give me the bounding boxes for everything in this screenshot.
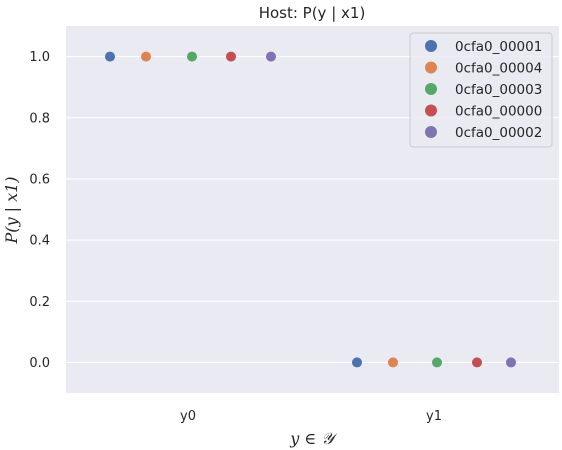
x-tick-label: y1 bbox=[426, 409, 442, 424]
data-point bbox=[141, 52, 151, 62]
y-tick-labels: 0.0 0.2 0.4 0.6 0.8 1.0 bbox=[29, 50, 50, 371]
legend-label: 0cfa0_00002 bbox=[455, 125, 542, 141]
y-axis-label: P(y | x1) bbox=[2, 176, 21, 244]
legend-marker bbox=[425, 40, 437, 52]
data-point bbox=[388, 357, 398, 367]
legend-marker bbox=[425, 62, 437, 74]
data-point bbox=[187, 52, 197, 62]
y-tick-label: 0.4 bbox=[29, 234, 50, 249]
data-point bbox=[432, 357, 442, 367]
x-tick-labels: y0 y1 bbox=[180, 409, 442, 424]
legend-marker bbox=[425, 83, 437, 95]
legend-marker bbox=[425, 126, 437, 138]
data-point bbox=[506, 357, 516, 367]
legend: 0cfa0_00001 0cfa0_00004 0cfa0_00003 0cfa0_0… bbox=[410, 33, 552, 147]
data-point bbox=[105, 52, 115, 62]
legend-label: 0cfa0_00004 bbox=[455, 61, 542, 77]
legend-marker bbox=[425, 105, 437, 117]
legend-label: 0cfa0_00001 bbox=[455, 39, 542, 55]
legend-label: 0cfa0_00000 bbox=[455, 104, 542, 120]
data-point bbox=[266, 52, 276, 62]
y-tick-label: 0.8 bbox=[29, 111, 50, 126]
chart-title: Host: P(y | x1) bbox=[259, 4, 366, 22]
data-point bbox=[352, 357, 362, 367]
y-tick-label: 0.2 bbox=[29, 295, 50, 310]
y-tick-label: 1.0 bbox=[29, 50, 50, 65]
data-point bbox=[226, 52, 236, 62]
y-tick-label: 0.6 bbox=[29, 172, 50, 187]
legend-label: 0cfa0_00003 bbox=[455, 82, 542, 98]
x-tick-label: y0 bbox=[180, 409, 196, 424]
x-axis-label: y ∈ 𝒴 bbox=[289, 429, 338, 448]
y-tick-label: 0.0 bbox=[29, 356, 50, 371]
data-point bbox=[472, 357, 482, 367]
